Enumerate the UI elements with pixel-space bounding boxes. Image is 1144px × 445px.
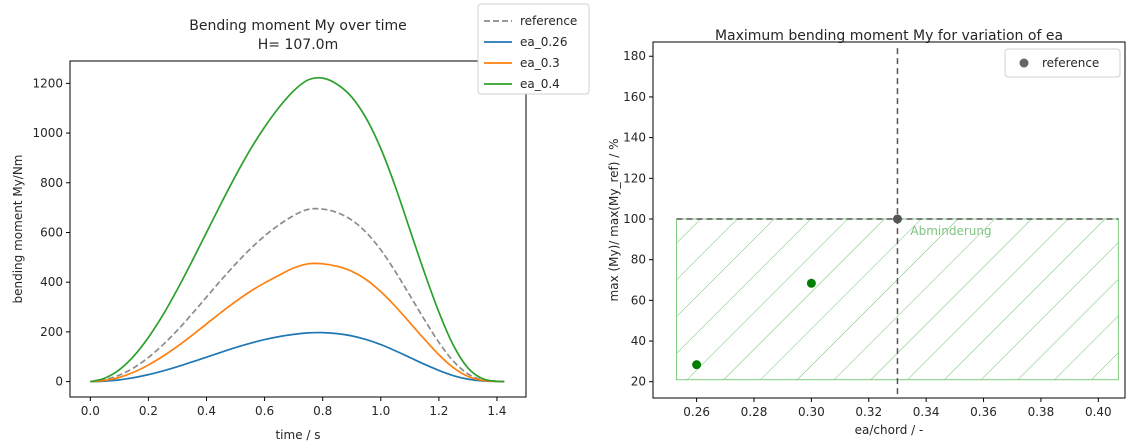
chart1-legend-label: ea_0.4 xyxy=(520,77,560,91)
chart2-x-tick-label: 0.40 xyxy=(1085,405,1112,419)
chart1-x-tick-label: 0.4 xyxy=(197,404,216,418)
chart1-legend: reference ea_0.26 ea_0.3 ea_0.4 xyxy=(477,3,590,95)
chart2-y-tick-label: 160 xyxy=(623,90,646,104)
chart1-legend-entries: reference ea_0.26 ea_0.3 ea_0.4 xyxy=(484,14,577,91)
chart1-x-axis-label: time / s xyxy=(275,428,320,442)
reduction-region-label: Abminderung xyxy=(910,224,991,238)
chart2-legend-entries: reference xyxy=(1019,56,1099,70)
series-line-ea-0-3 xyxy=(90,262,505,383)
chart1-y-tick-label: 600 xyxy=(40,225,63,239)
chart1-x-tick-label: 0.6 xyxy=(255,404,274,418)
chart1-x-tick-label: 1.2 xyxy=(429,404,448,418)
chart1-legend-label: reference xyxy=(520,14,577,28)
chart2-title: Maximum bending moment My for variation … xyxy=(715,28,1063,44)
chart1-subtitle: H= 107.0m xyxy=(258,37,338,53)
chart2-y-tick-label: 20 xyxy=(631,375,646,389)
chart1-y-tick-label: 400 xyxy=(40,275,63,289)
chart1-x-tick-label: 1.4 xyxy=(487,404,506,418)
chart2-y-tick-label: 120 xyxy=(623,171,646,185)
chart1-y-tick-label: 0 xyxy=(55,375,63,389)
chart2-x-tick-label: 0.34 xyxy=(913,405,940,419)
chart2-y-tick-label: 100 xyxy=(623,212,646,226)
chart2-y-tick-label: 180 xyxy=(623,49,646,63)
chart1-y-tick-label: 1000 xyxy=(32,126,63,140)
chart1-x-tick-label: 1.0 xyxy=(371,404,390,418)
chart2-legend: reference xyxy=(1004,48,1121,78)
chart1-y-tick-label: 800 xyxy=(40,176,63,190)
chart1-x-tick-label: 0.2 xyxy=(139,404,158,418)
chart2-legend-box xyxy=(1004,48,1121,78)
chart2-x-tick-label: 0.38 xyxy=(1028,405,1055,419)
chart2-y-axis-label: max (My)/ max(My_ref) / % xyxy=(607,139,621,302)
chart1-series-group xyxy=(90,76,505,383)
chart2-x-tick-label: 0.26 xyxy=(683,405,710,419)
chart2-x-tick-label: 0.32 xyxy=(855,405,882,419)
chart2-plot-frame xyxy=(652,41,1126,399)
max-bending-moment-chart: Maximum bending moment My for variation … xyxy=(607,28,1126,437)
chart1-x-tick-label: 0.0 xyxy=(81,404,100,418)
chart2-x-tick-label: 0.36 xyxy=(970,405,997,419)
chart2-legend-label: reference xyxy=(1042,56,1099,70)
chart2-y-tick-label: 40 xyxy=(631,334,646,348)
chart1-plot-frame xyxy=(69,60,527,398)
series-line-ea-0-26 xyxy=(90,331,505,383)
bending-moment-chart: Bending moment My over time H= 107.0m 0.… xyxy=(11,3,590,442)
chart1-y-tick-label: 200 xyxy=(40,325,63,339)
chart2-ticks: 0.26 0.28 0.30 0.32 0.34 0.36 0.38 0.40 20 40 60 80… xyxy=(623,49,1112,419)
chart2-y-tick-label: 140 xyxy=(623,131,646,145)
series-line-ea-0-4 xyxy=(90,76,505,383)
chart2-y-tick-label: 80 xyxy=(631,253,646,267)
chart1-title: Bending moment My over time xyxy=(189,18,406,34)
chart1-y-tick-label: 1200 xyxy=(32,76,63,90)
scatter-point xyxy=(892,214,902,224)
scatter-point xyxy=(806,278,816,288)
chart2-x-axis-label: ea/chord / - xyxy=(855,423,924,437)
series-line-reference xyxy=(90,207,505,383)
chart1-legend-label: ea_0.3 xyxy=(520,56,560,70)
chart1-x-tick-label: 0.8 xyxy=(313,404,332,418)
chart1-legend-label: ea_0.26 xyxy=(520,35,567,49)
chart1-ticks: 0.0 0.2 0.4 0.6 0.8 1.0 1.2 1.4 0 200 400 600 800 100… xyxy=(32,76,506,418)
chart2-x-tick-label: 0.28 xyxy=(741,405,768,419)
chart2-legend-marker xyxy=(1019,58,1029,68)
scatter-point xyxy=(692,360,702,370)
chart1-legend-box xyxy=(477,3,590,95)
chart2-y-tick-label: 60 xyxy=(631,293,646,307)
chart1-y-axis-label: bending moment My/Nm xyxy=(11,155,25,304)
chart2-x-tick-label: 0.30 xyxy=(798,405,825,419)
